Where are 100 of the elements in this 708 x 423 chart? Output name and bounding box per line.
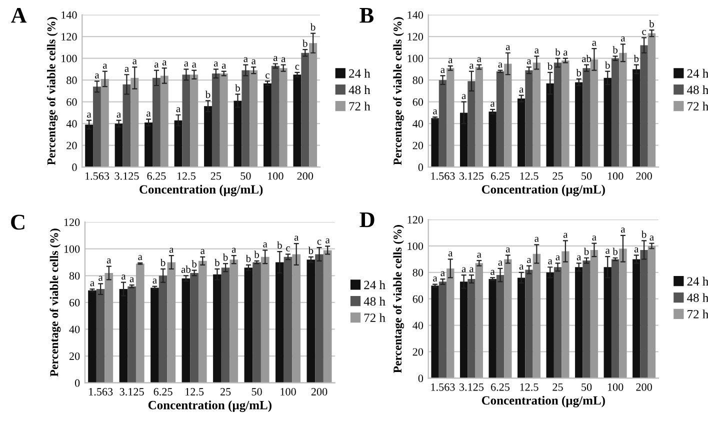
- data-label: a: [563, 232, 568, 238]
- x-tick-label: 25: [552, 172, 563, 180]
- data-label: b: [235, 84, 240, 92]
- data-label: a: [592, 40, 596, 46]
- x-tick-label: 1.563: [85, 172, 110, 180]
- chart-title: C: [11, 214, 24, 230]
- data-label: a: [200, 249, 205, 254]
- data-label: b: [222, 253, 228, 261]
- x-tick-label: 100: [608, 383, 624, 391]
- data-label: a: [244, 57, 248, 62]
- data-label: a: [192, 62, 196, 68]
- y-tick-label: 0: [418, 374, 424, 382]
- data-label: c: [286, 246, 290, 252]
- y-tick-label: 60: [66, 98, 77, 106]
- data-label: a: [470, 267, 474, 272]
- data-label: a: [440, 68, 445, 74]
- x-tick-label: 200: [636, 383, 652, 391]
- y-tick-label: 40: [412, 120, 424, 128]
- data-label: a: [519, 88, 524, 93]
- chart-title: D: [360, 212, 374, 228]
- y-tick-label: 120: [64, 218, 80, 226]
- data-label: a: [169, 248, 174, 253]
- legend-label: 24 h: [364, 280, 386, 290]
- y-tick-label: 60: [69, 298, 80, 306]
- data-label: a: [448, 251, 453, 256]
- x-tick-label: 50: [252, 388, 262, 396]
- y-tick-label: 20: [412, 348, 424, 356]
- data-label: b: [277, 241, 282, 249]
- data-label: a: [176, 107, 180, 112]
- data-label: a: [281, 57, 286, 62]
- data-label: c: [642, 30, 646, 35]
- data-label: a: [152, 278, 157, 284]
- data-label: b: [555, 48, 560, 56]
- data-label: a: [498, 260, 502, 266]
- x-tick-label: 200: [636, 172, 652, 180]
- data-label: a: [534, 236, 539, 242]
- x-tick-label: 100: [280, 388, 296, 396]
- chart-title: A: [10, 8, 27, 23]
- data-label: a: [98, 276, 103, 281]
- data-label: b: [214, 258, 220, 266]
- y-tick-label: 80: [412, 76, 424, 84]
- x-tick-label: 50: [582, 172, 592, 180]
- data-label: ab: [181, 266, 190, 273]
- chart-title: B: [360, 8, 374, 23]
- data-label: a: [294, 236, 299, 241]
- x-tick-label: 6.25: [491, 172, 510, 180]
- data-label: a: [621, 36, 626, 42]
- y-tick-label: 40: [412, 322, 424, 330]
- x-tick-label: 3.125: [120, 388, 144, 396]
- data-label: a: [162, 60, 167, 66]
- data-label: b: [605, 61, 610, 69]
- data-label: a: [440, 271, 445, 276]
- data-label: a: [184, 62, 188, 67]
- x-tick-label: 200: [311, 388, 328, 396]
- data-label: b: [192, 260, 197, 268]
- y-tick-label: 100: [64, 245, 80, 253]
- y-tick-label: 20: [412, 142, 424, 150]
- data-label: a: [263, 242, 268, 248]
- data-label: a: [506, 45, 510, 50]
- data-label: a: [527, 258, 532, 264]
- y-tick-label: 0: [418, 164, 424, 172]
- data-label: a: [477, 252, 482, 258]
- data-label: b: [308, 246, 314, 254]
- data-label: b: [302, 40, 308, 47]
- data-label: b: [584, 248, 589, 256]
- data-label: a: [490, 102, 495, 107]
- data-label: a: [102, 64, 108, 69]
- data-label: a: [252, 59, 256, 64]
- y-axis-title: Percentage of viable cells (%): [393, 17, 404, 166]
- data-label: b: [641, 230, 646, 238]
- data-label: a: [124, 66, 129, 72]
- data-label: a: [592, 236, 596, 241]
- legend-label: 72 h: [364, 313, 386, 322]
- y-tick-label: 140: [62, 11, 77, 19]
- data-label: a: [576, 255, 582, 260]
- data-label: b: [205, 90, 210, 98]
- y-tick-label: 60: [412, 98, 424, 106]
- x-tick-label: 25: [210, 172, 222, 180]
- data-label: a: [548, 259, 552, 264]
- y-tick-label: 80: [69, 272, 80, 280]
- data-label: a: [606, 248, 610, 254]
- data-label: a: [470, 64, 474, 69]
- x-tick-label: 25: [220, 388, 231, 396]
- y-tick-label: 120: [408, 216, 424, 224]
- y-axis-title: Percentage of viable cells (%): [50, 228, 61, 377]
- y-tick-label: 60: [412, 295, 424, 303]
- legend-label: 48 h: [364, 296, 386, 306]
- legend-label: 72 h: [349, 102, 370, 110]
- data-label: a: [90, 281, 94, 286]
- x-tick-label: 3.125: [114, 172, 139, 180]
- x-tick-label: 6.25: [154, 388, 172, 396]
- x-axis-title: Concentration (µg/mL): [140, 184, 263, 196]
- x-tick-label: 6.25: [491, 383, 510, 391]
- data-label: b: [310, 23, 316, 31]
- data-label: ab: [582, 54, 592, 62]
- x-axis-title: Concentration (µg/mL): [482, 396, 605, 408]
- y-tick-label: 40: [66, 120, 77, 128]
- x-tick-label: 12.5: [177, 172, 196, 180]
- data-label: a: [122, 274, 126, 280]
- data-label: a: [448, 58, 453, 64]
